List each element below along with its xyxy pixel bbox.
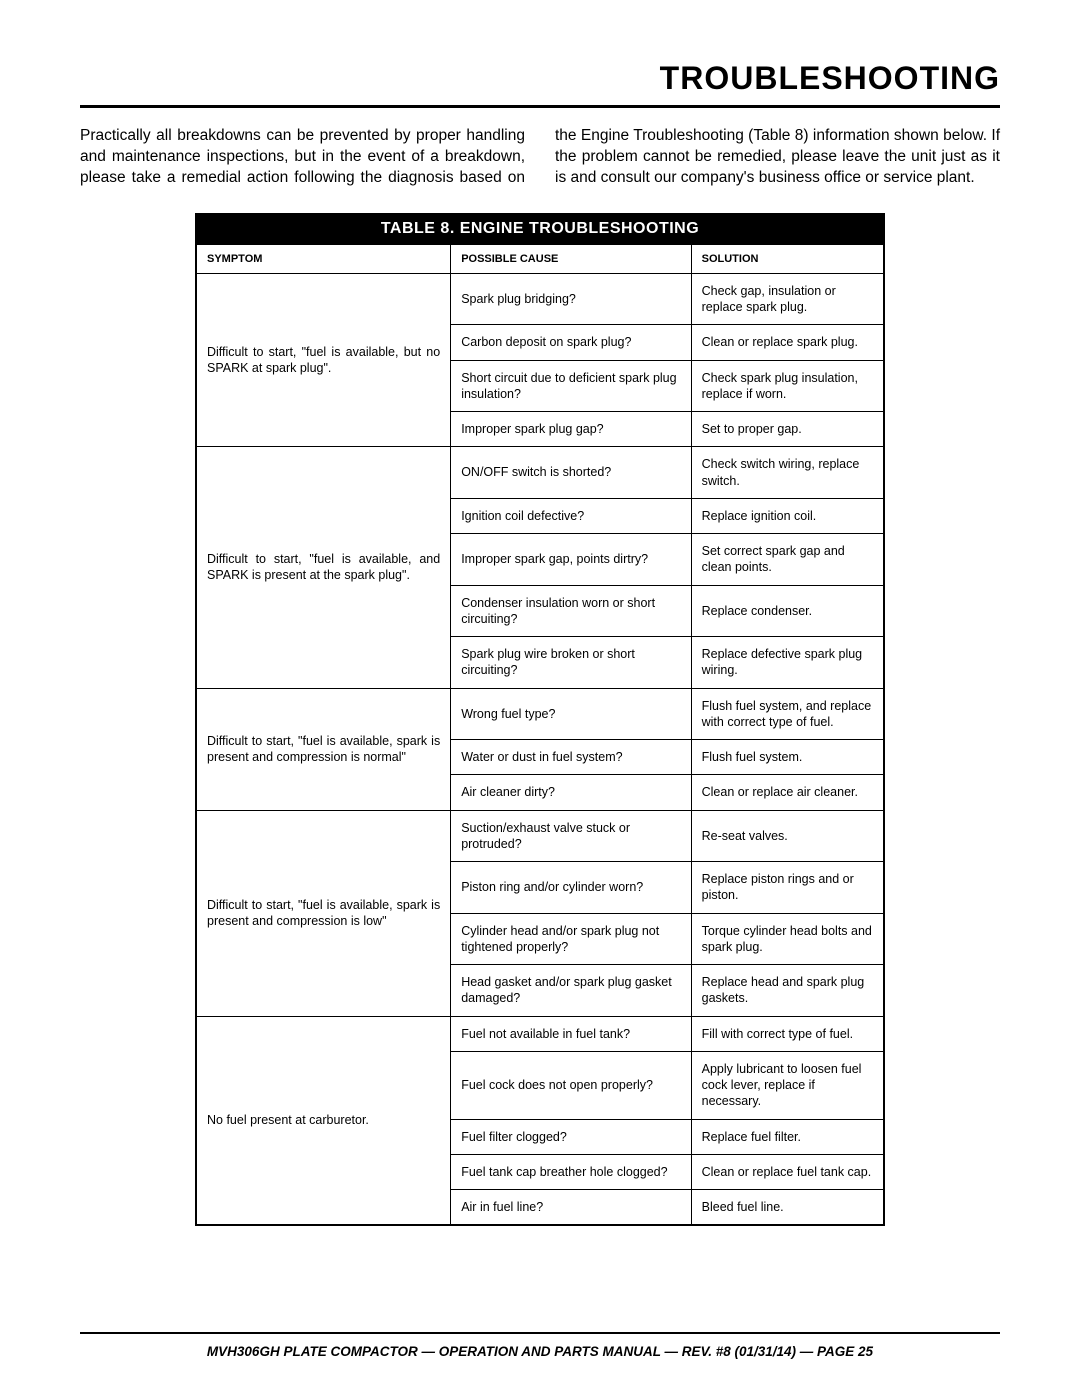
cause-cell: Fuel filter clogged? bbox=[451, 1119, 691, 1154]
cause-cell: Fuel cock does not open properly? bbox=[451, 1051, 691, 1119]
troubleshooting-table: Symptom Possible Cause Solution Difficul… bbox=[196, 244, 884, 1226]
page-title: TROUBLESHOOTING bbox=[80, 60, 1000, 97]
symptom-cell: No fuel present at carburetor. bbox=[197, 1016, 451, 1225]
table-body: Difficult to start, "fuel is available, … bbox=[197, 273, 884, 1225]
table-row: Difficult to start, "fuel is available, … bbox=[197, 447, 884, 499]
troubleshooting-table-wrap: TABLE 8. ENGINE TROUBLESHOOTING Symptom … bbox=[195, 213, 885, 1227]
table-row: Difficult to start, "fuel is available, … bbox=[197, 810, 884, 862]
cause-cell: Spark plug bridging? bbox=[451, 273, 691, 325]
solution-cell: Check switch wiring, replace switch. bbox=[691, 447, 883, 499]
solution-cell: Clean or replace fuel tank cap. bbox=[691, 1154, 883, 1189]
solution-cell: Check gap, insulation or replace spark p… bbox=[691, 273, 883, 325]
header-solution: Solution bbox=[691, 244, 883, 273]
cause-cell: Head gasket and/or spark plug gasket dam… bbox=[451, 965, 691, 1017]
solution-cell: Clean or replace spark plug. bbox=[691, 325, 883, 360]
title-rule bbox=[80, 105, 1000, 108]
cause-cell: Cylinder head and/or spark plug not tigh… bbox=[451, 913, 691, 965]
footer-text: MVH306GH PLATE COMPACTOR — OPERATION AND… bbox=[80, 1344, 1000, 1359]
page-footer: MVH306GH PLATE COMPACTOR — OPERATION AND… bbox=[80, 1332, 1000, 1359]
symptom-cell: Difficult to start, "fuel is available, … bbox=[197, 810, 451, 1016]
cause-cell: Air cleaner dirty? bbox=[451, 775, 691, 810]
solution-cell: Set to proper gap. bbox=[691, 412, 883, 447]
cause-cell: Short circuit due to deficient spark plu… bbox=[451, 360, 691, 412]
cause-cell: Carbon deposit on spark plug? bbox=[451, 325, 691, 360]
solution-cell: Re-seat valves. bbox=[691, 810, 883, 862]
header-cause: Possible Cause bbox=[451, 244, 691, 273]
table-row: No fuel present at carburetor.Fuel not a… bbox=[197, 1016, 884, 1051]
solution-cell: Replace fuel filter. bbox=[691, 1119, 883, 1154]
solution-cell: Torque cylinder head bolts and spark plu… bbox=[691, 913, 883, 965]
cause-cell: Fuel tank cap breather hole clogged? bbox=[451, 1154, 691, 1189]
cause-cell: ON/OFF switch is shorted? bbox=[451, 447, 691, 499]
cause-cell: Air in fuel line? bbox=[451, 1190, 691, 1225]
solution-cell: Set correct spark gap and clean points. bbox=[691, 534, 883, 586]
solution-cell: Apply lubricant to loosen fuel cock leve… bbox=[691, 1051, 883, 1119]
footer-rule bbox=[80, 1332, 1000, 1334]
solution-cell: Replace piston rings and or piston. bbox=[691, 862, 883, 914]
table-row: Difficult to start, "fuel is available, … bbox=[197, 688, 884, 740]
cause-cell: Improper spark gap, points dirtry? bbox=[451, 534, 691, 586]
cause-cell: Piston ring and/or cylinder worn? bbox=[451, 862, 691, 914]
header-symptom: Symptom bbox=[197, 244, 451, 273]
solution-cell: Replace head and spark plug gaskets. bbox=[691, 965, 883, 1017]
solution-cell: Fill with correct type of fuel. bbox=[691, 1016, 883, 1051]
symptom-cell: Difficult to start, "fuel is available, … bbox=[197, 447, 451, 688]
document-page: TROUBLESHOOTING Practically all breakdow… bbox=[0, 0, 1080, 1397]
solution-cell: Replace defective spark plug wiring. bbox=[691, 637, 883, 689]
solution-cell: Replace ignition coil. bbox=[691, 498, 883, 533]
cause-cell: Ignition coil defective? bbox=[451, 498, 691, 533]
cause-cell: Water or dust in fuel system? bbox=[451, 740, 691, 775]
table-title: TABLE 8. ENGINE TROUBLESHOOTING bbox=[196, 214, 884, 244]
intro-paragraph: Practically all breakdowns can be preven… bbox=[80, 126, 1000, 189]
symptom-cell: Difficult to start, "fuel is available, … bbox=[197, 273, 451, 447]
solution-cell: Flush fuel system, and replace with corr… bbox=[691, 688, 883, 740]
solution-cell: Bleed fuel line. bbox=[691, 1190, 883, 1225]
solution-cell: Check spark plug insulation, replace if … bbox=[691, 360, 883, 412]
cause-cell: Condenser insulation worn or short circu… bbox=[451, 585, 691, 637]
solution-cell: Flush fuel system. bbox=[691, 740, 883, 775]
cause-cell: Suction/exhaust valve stuck or protruded… bbox=[451, 810, 691, 862]
symptom-cell: Difficult to start, "fuel is available, … bbox=[197, 688, 451, 810]
cause-cell: Improper spark plug gap? bbox=[451, 412, 691, 447]
cause-cell: Fuel not available in fuel tank? bbox=[451, 1016, 691, 1051]
cause-cell: Wrong fuel type? bbox=[451, 688, 691, 740]
table-header-row: Symptom Possible Cause Solution bbox=[197, 244, 884, 273]
cause-cell: Spark plug wire broken or short circuiti… bbox=[451, 637, 691, 689]
solution-cell: Replace condenser. bbox=[691, 585, 883, 637]
table-row: Difficult to start, "fuel is available, … bbox=[197, 273, 884, 325]
solution-cell: Clean or replace air cleaner. bbox=[691, 775, 883, 810]
